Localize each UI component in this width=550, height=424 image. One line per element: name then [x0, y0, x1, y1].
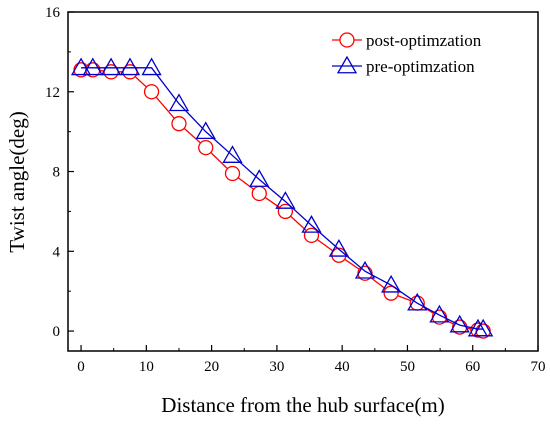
y-axis-title: Twist angle(deg) — [5, 111, 29, 252]
data-point — [354, 260, 376, 279]
data-point — [141, 57, 162, 76]
data-point — [473, 318, 494, 337]
plot-frame — [67, 11, 539, 352]
legend: post-optimzation pre-optimzation — [332, 31, 482, 76]
data-point — [251, 185, 267, 202]
data-point — [195, 121, 216, 140]
data-point — [331, 247, 347, 263]
data-point — [249, 169, 270, 187]
data-point — [381, 274, 402, 293]
data-point — [429, 304, 450, 323]
x-tick-label: 10 — [139, 359, 154, 375]
x-tick-label: 50 — [400, 359, 415, 375]
data-point — [198, 139, 214, 156]
data-point — [275, 191, 296, 209]
data-point — [82, 57, 103, 76]
data-point — [328, 238, 350, 257]
y-tick-label: 4 — [53, 244, 61, 260]
data-point — [100, 57, 122, 76]
x-tick-label: 20 — [204, 359, 219, 375]
data-point — [168, 93, 190, 112]
axis-ticks: 0 10 20 30 40 50 60 70 0 4 8 12 16 — [45, 5, 546, 375]
data-point — [119, 57, 141, 76]
legend-label: pre-optimzation — [366, 57, 475, 76]
x-axis-title: Distance from the hub surface(m) — [161, 393, 444, 417]
legend-marker — [336, 55, 358, 74]
series-line — [81, 69, 484, 332]
series-2 — [70, 57, 494, 337]
data-point — [301, 215, 322, 233]
data-point — [143, 84, 160, 100]
legend-label: post-optimzation — [366, 31, 482, 50]
data-point — [407, 292, 428, 311]
y-tick-label: 12 — [45, 85, 60, 101]
data-point — [224, 165, 241, 182]
legend-marker — [339, 32, 355, 48]
series-layer — [70, 57, 494, 339]
x-tick-label: 40 — [335, 359, 350, 375]
y-tick-label: 0 — [53, 324, 61, 340]
data-point — [70, 57, 92, 76]
series-line — [81, 67, 484, 330]
data-point — [383, 285, 399, 301]
y-tick-label: 16 — [45, 5, 61, 21]
x-tick-label: 30 — [269, 359, 284, 375]
data-point — [222, 145, 243, 163]
y-tick-label: 8 — [53, 165, 61, 181]
legend-entry: pre-optimzation — [332, 55, 475, 76]
x-tick-label: 60 — [465, 359, 480, 375]
data-point — [449, 314, 470, 333]
legend-entry: post-optimzation — [332, 31, 482, 50]
data-point — [171, 116, 187, 132]
x-tick-label: 70 — [531, 359, 546, 375]
x-tick-label: 0 — [77, 359, 85, 375]
series-1 — [73, 62, 491, 339]
